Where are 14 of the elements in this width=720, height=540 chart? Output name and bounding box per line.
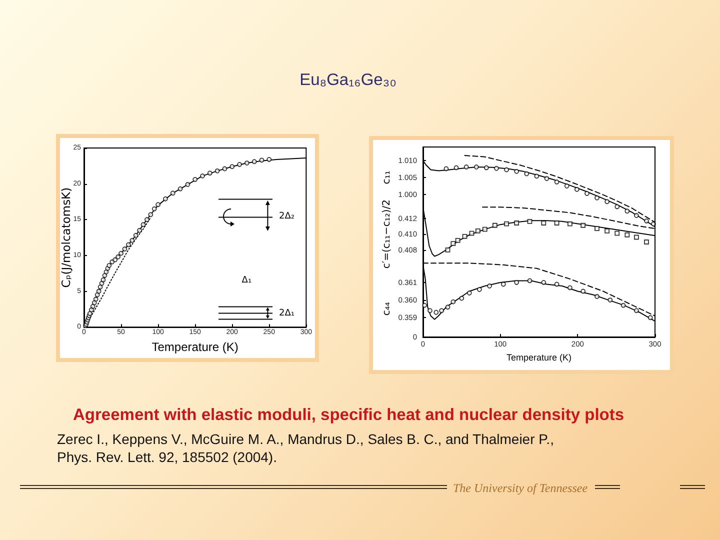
y-axis-title: c′=(c₁₁−c₁₂)/2 — [382, 200, 392, 269]
annotation: 2Δ₂ — [279, 212, 294, 222]
text: Zerec I., Keppens V., McGuire M. A., Mandrus D., Sales B. C., and Thalmeier P., — [57, 431, 554, 448]
text: Agreement with elastic moduli, specific heat and nuclear density plots — [73, 406, 624, 426]
text: The University of Tennessee — [453, 481, 588, 496]
annotation: 2Δ₁ — [279, 308, 294, 320]
y-axis-title: c₁₁ — [382, 170, 392, 184]
x-axis-title: Temperature (K) — [152, 340, 238, 354]
y-axis-title: Cₚ(J/molcatomsK) — [59, 187, 73, 288]
annotation: Δ₁ — [242, 275, 252, 286]
y-axis-title: c₄₄ — [382, 302, 392, 316]
text: Phys. Rev. Lett. 92, 185502 (2004). — [57, 449, 277, 466]
x-axis-title: Temperature (K) — [506, 352, 572, 362]
text: Eu₈Ga₁₆Ge₃₀ — [300, 71, 396, 91]
